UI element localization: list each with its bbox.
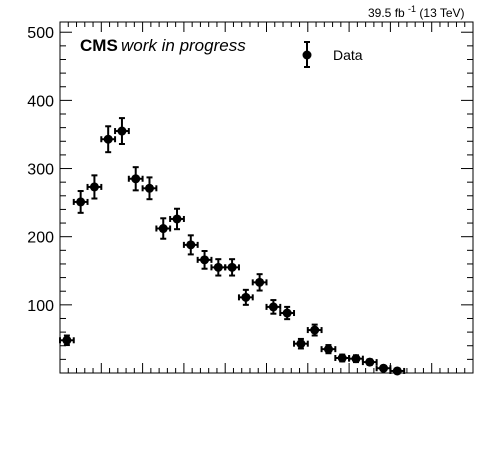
data-point — [196, 250, 213, 270]
data-marker — [379, 363, 389, 373]
data-point — [279, 305, 296, 321]
data-point — [265, 299, 282, 315]
data-marker — [89, 182, 99, 192]
data-marker — [296, 339, 306, 349]
y-tick-label: 400 — [27, 93, 54, 110]
data-point — [320, 344, 337, 355]
data-point — [127, 166, 144, 192]
data-marker — [131, 174, 141, 184]
data-marker — [103, 134, 113, 144]
data-marker — [227, 262, 237, 272]
status-label: work in progress — [121, 36, 246, 55]
data-point — [114, 117, 130, 145]
data-marker — [282, 308, 292, 318]
data-marker — [351, 354, 361, 364]
data-marker — [213, 262, 223, 272]
data-point — [169, 207, 185, 231]
y-tick-label: 300 — [27, 162, 54, 179]
y-tick-label: 500 — [27, 25, 54, 42]
legend-label-data: Data — [333, 47, 363, 63]
data-marker — [268, 302, 278, 312]
data-marker — [323, 344, 333, 354]
data-point — [72, 190, 89, 214]
data-point — [86, 174, 103, 200]
data-marker — [76, 197, 86, 207]
data-point — [100, 125, 117, 154]
data-marker — [392, 366, 402, 376]
data-marker — [337, 353, 347, 363]
y-tick-label: 200 — [27, 230, 54, 247]
data-marker — [310, 325, 320, 335]
data-marker — [255, 277, 265, 287]
legend-marker — [302, 50, 312, 60]
data-marker — [144, 183, 154, 193]
data-marker — [172, 214, 182, 224]
data-point — [306, 323, 323, 337]
data-point — [155, 217, 172, 240]
data-point — [293, 337, 309, 350]
y-axis-tick-labels: 100 200 300 400 500 — [27, 25, 54, 315]
data-point — [251, 273, 268, 292]
data-marker — [186, 240, 196, 250]
data-point — [348, 354, 364, 364]
data-point — [182, 234, 199, 256]
luminosity-label: 39.5 fb -1 (13 TeV) — [368, 1, 465, 20]
data-marker — [62, 335, 72, 345]
y-axis-ticks — [60, 31, 473, 374]
data-point — [361, 357, 378, 367]
data-point — [224, 258, 240, 277]
data-point — [59, 334, 75, 347]
data-marker — [241, 292, 251, 302]
data-point — [141, 176, 158, 201]
data-marker — [365, 357, 375, 367]
data-series — [59, 117, 406, 376]
data-marker — [158, 224, 168, 234]
legend: Data — [302, 41, 363, 68]
data-marker — [200, 255, 210, 265]
y-tick-label: 100 — [27, 298, 54, 315]
experiment-label: CMS — [80, 36, 118, 55]
data-point — [237, 288, 254, 306]
data-marker — [117, 126, 127, 136]
data-point — [389, 366, 406, 376]
